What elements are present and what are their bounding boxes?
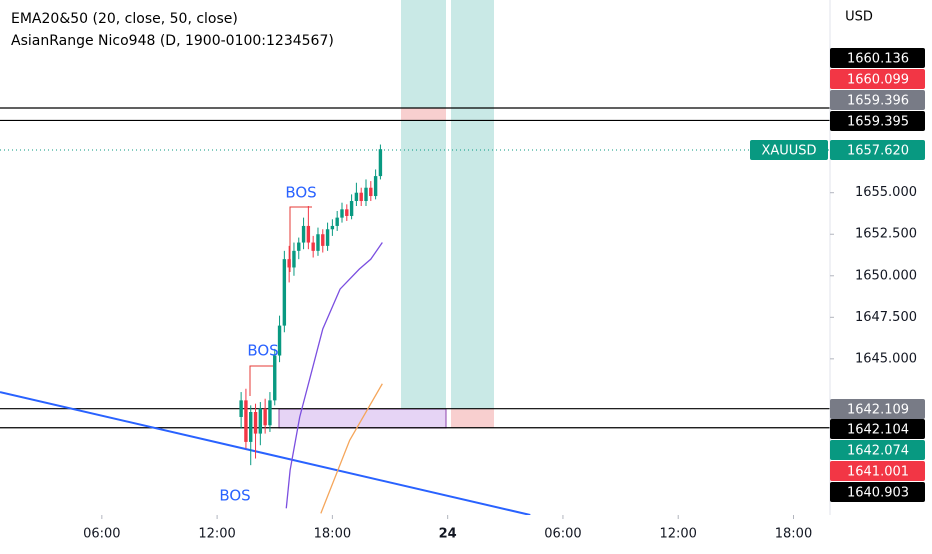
currency-label: USD [845,10,873,25]
bos-label: BOS [219,487,250,505]
session-zone [401,0,446,409]
candle-body [359,192,363,202]
price-tag [830,140,925,160]
candle-body [306,225,311,243]
candle-body [369,187,373,197]
bos-label: BOS [247,342,278,360]
x-tick-label: 12:00 [198,527,235,542]
x-tick-label: 06:00 [83,527,120,542]
candle-body [249,412,253,442]
candle-body [297,242,301,251]
ema-line [285,242,383,509]
price-tag-label: 1640.903 [847,486,909,501]
price-tag-label: 1657.620 [847,144,909,159]
candle-body [345,209,349,216]
price-tag [830,399,925,419]
price-tag [830,419,925,439]
candle-body [335,217,339,226]
price-tag-label: 1660.099 [847,73,909,88]
y-tick-label: 1650.000 [855,268,917,283]
indicator-legend: AsianRange Nico948 (D, 1900-0100:1234567… [11,33,334,49]
price-tag-label: 1659.395 [847,115,909,130]
candle-body [301,225,306,243]
ema-line [320,383,383,514]
x-tick-label: 18:00 [775,527,812,542]
x-tick-label: 12:00 [659,527,696,542]
candle-body [354,192,359,202]
candle-body [277,325,282,356]
bos-label: BOS [285,184,316,202]
candle-body [330,225,335,230]
candle-body [287,259,291,268]
candle-body [325,229,330,246]
candle-body [258,408,263,434]
candle-body [311,242,315,251]
range-box [451,409,494,428]
candle-body [282,259,287,326]
price-tag [830,440,925,460]
candle-body [263,408,267,426]
price-tag [830,90,925,110]
candle-body [253,412,258,434]
candle-body [378,149,383,177]
price-tag [830,69,925,89]
session-zone [451,0,494,409]
indicator-legend: EMA20&50 (20, close, 50, close) [11,11,238,27]
symbol-tag [750,140,828,160]
candle-body [349,201,354,216]
y-tick-label: 1652.500 [855,227,917,242]
price-tag [830,111,925,131]
candle-body [244,400,248,442]
candle-body [321,234,325,246]
x-tick-label: 18:00 [314,527,351,542]
candle-body [340,209,344,218]
y-tick-label: 1655.000 [855,185,917,200]
bos-marker [289,206,312,272]
candle-body [373,176,378,197]
range-box [401,108,446,121]
candle-body [364,187,368,202]
candle-body [268,400,272,426]
price-tag-label: 1659.396 [847,94,909,109]
plot-area: BOS BOS BOS [0,0,830,515]
price-tag-label: 1642.074 [847,444,909,459]
candle-body [273,355,277,401]
price-tag-label: 1642.109 [847,403,909,418]
y-tick-label: 1645.000 [855,351,917,366]
y-tick-label: 1647.500 [855,310,917,325]
symbol-label: XAUUSD [761,144,816,159]
price-tag-label: 1642.104 [847,423,909,438]
candle-body [239,400,243,417]
price-tag [830,482,925,502]
price-tag [830,48,925,68]
bos-marker [249,365,273,396]
trend-line [0,391,531,515]
price-tag [830,461,925,481]
price-tag-label: 1660.136 [847,52,909,67]
price-tag-label: 1641.001 [847,465,909,480]
candle-body [316,234,320,251]
x-tick-label: 24 [439,527,457,542]
x-tick-label: 06:00 [544,527,581,542]
candle-body [292,250,296,268]
